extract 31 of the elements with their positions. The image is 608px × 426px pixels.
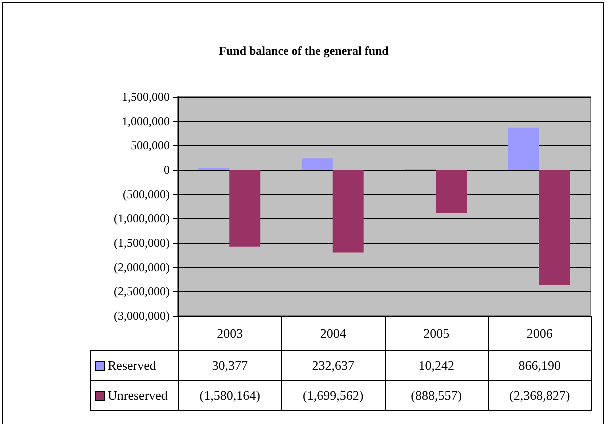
y-tick-label: (1,000,000) — [114, 212, 170, 226]
y-tick-label: (2,000,000) — [114, 260, 170, 274]
data-label: (1,699,562) — [281, 380, 386, 411]
chart-title: Fund balance of the general fund — [219, 44, 390, 58]
y-tick-label: (3,000,000) — [114, 309, 170, 323]
legend-label: Unreserved — [108, 388, 168, 404]
bar — [436, 170, 468, 214]
x-tick-label: 2005 — [384, 316, 489, 351]
data-label: (888,557) — [384, 380, 489, 411]
data-label: (2,368,827) — [488, 380, 592, 411]
bar — [332, 170, 364, 253]
y-tick-label: 500,000 — [131, 138, 170, 153]
x-tick-label: 2004 — [281, 316, 386, 351]
legend-label: Reserved — [108, 358, 156, 374]
y-tick-label: (1,500,000) — [114, 236, 170, 250]
data-label: 30,377 — [178, 350, 282, 381]
bar — [230, 170, 261, 247]
y-tick-label: 1,500,000 — [122, 90, 170, 104]
x-tick-label: 2006 — [488, 316, 592, 351]
y-tick-label: 1,000,000 — [122, 114, 170, 128]
bar — [508, 128, 540, 170]
data-label: 232,637 — [281, 350, 386, 381]
data-label: 10,242 — [384, 350, 489, 381]
y-tick-label: (500,000) — [123, 187, 170, 202]
y-tick-label: 0 — [164, 163, 170, 177]
bar — [302, 158, 333, 170]
x-tick-label: 2003 — [178, 316, 282, 351]
data-label: (1,580,164) — [178, 380, 282, 411]
bar — [539, 170, 570, 286]
data-label: 866,190 — [488, 350, 592, 381]
y-tick-label: (2,500,000) — [114, 284, 170, 299]
